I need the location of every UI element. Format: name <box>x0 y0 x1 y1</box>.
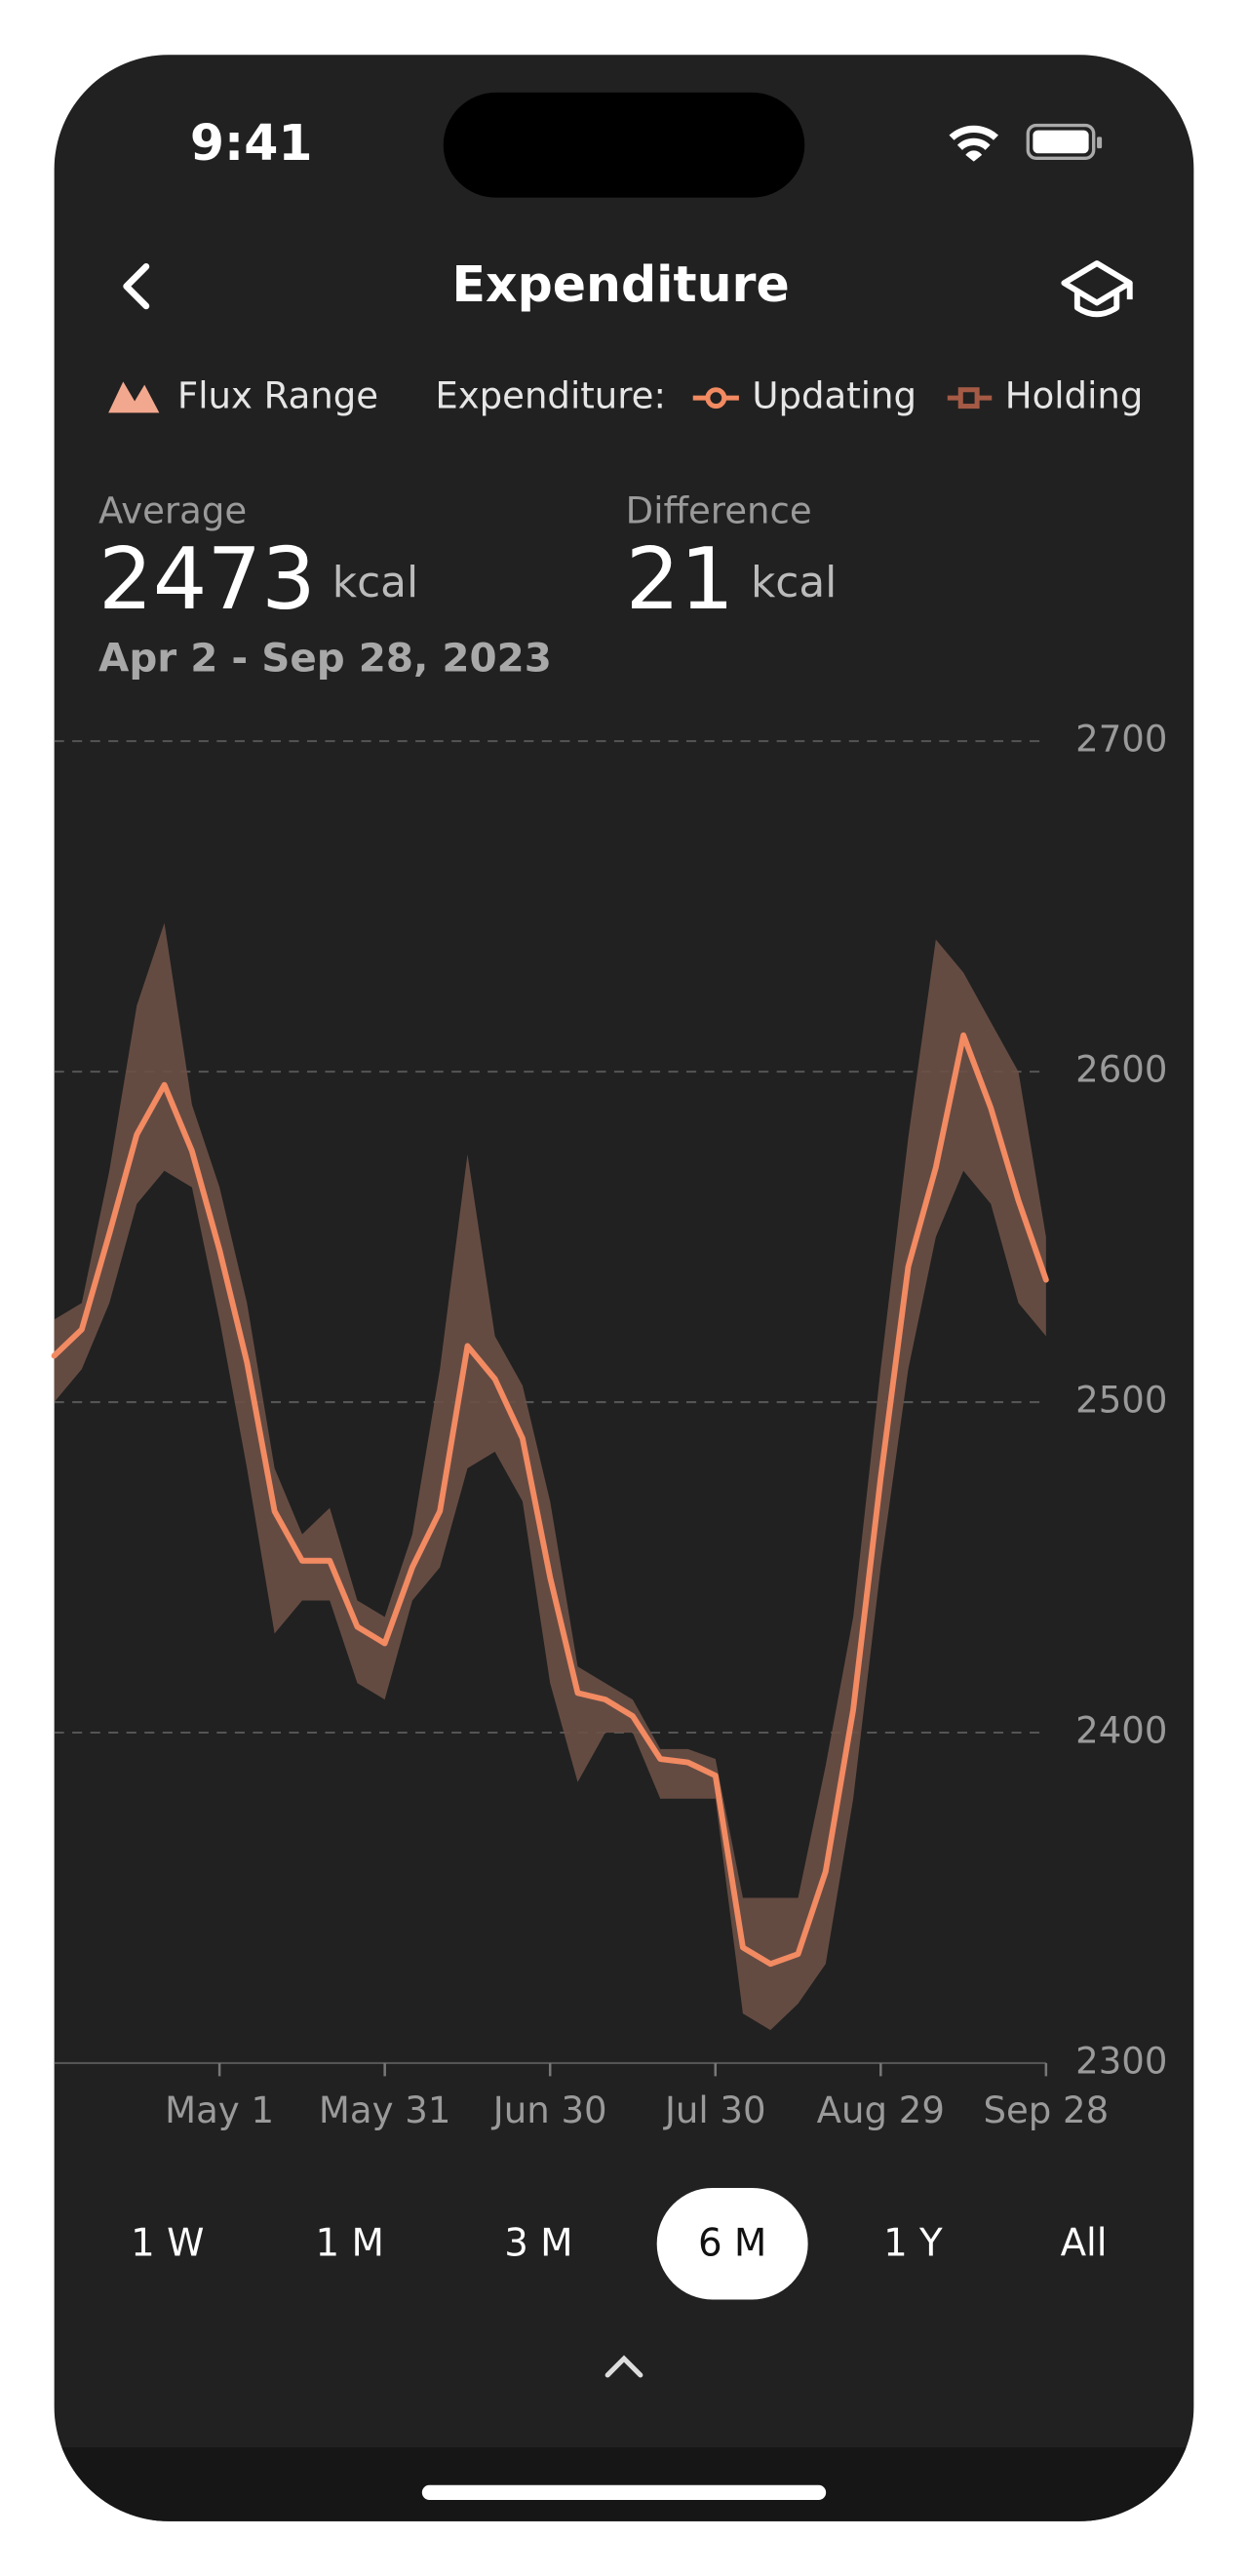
y-tick-label: 2600 <box>1075 1049 1167 1091</box>
chart: 2300 2400 2500 2600 2700 May 1 May 31 Jun 30 Jul… <box>51 719 1167 2131</box>
stat-label: Average <box>98 490 247 532</box>
phone-bg <box>54 55 1194 2521</box>
period-button[interactable]: All <box>1061 2221 1108 2265</box>
period-button[interactable]: 1 W <box>131 2221 204 2265</box>
stat-number: 2473 <box>98 529 316 629</box>
y-tick-label: 2500 <box>1075 1380 1167 1422</box>
legend-line-icon <box>705 387 727 410</box>
stat-label: Difference <box>626 490 812 532</box>
period-button[interactable]: 1 M <box>316 2221 384 2265</box>
x-tick-label: Aug 29 <box>817 2089 945 2131</box>
legend-title: Expenditure: <box>435 375 666 417</box>
date-range: Apr 2 - Sep 28, 2023 <box>98 635 552 682</box>
period-selector: 1 W 1 M 3 M 6 M 1 Y All <box>131 2187 1108 2300</box>
back-button[interactable] <box>123 263 150 310</box>
home-indicator <box>421 2484 827 2500</box>
expenditure-line <box>51 1032 1049 1968</box>
x-tick-label: Jun 30 <box>491 2089 607 2131</box>
wifi-icon <box>949 125 998 162</box>
legend-band-icon <box>108 381 160 413</box>
y-tick-label: 2300 <box>1075 2040 1167 2082</box>
phone <box>54 55 1194 2521</box>
legend-label: Updating <box>752 375 916 417</box>
legend-label: Flux Range <box>177 375 378 417</box>
dynamic-island <box>443 92 805 198</box>
y-tick-label: 2400 <box>1075 1710 1167 1752</box>
period-selected-bg <box>656 2187 808 2300</box>
stat-unit: kcal <box>332 558 418 607</box>
expand-button[interactable] <box>604 2355 644 2378</box>
stat-unit: kcal <box>751 558 837 607</box>
period-button[interactable]: 6 M <box>698 2221 766 2265</box>
stat-number: 21 <box>626 529 734 629</box>
bottom-bar <box>54 2447 1194 2521</box>
learn-button[interactable] <box>1061 260 1133 318</box>
screen-title: Expenditure <box>452 255 790 313</box>
battery-icon <box>1026 123 1103 160</box>
status-time: 9:41 <box>190 114 313 172</box>
stat-value: 2473 kcal <box>98 529 418 629</box>
legend: Flux Range Expenditure: Updating Holding <box>108 375 1143 417</box>
y-tick-label: 2700 <box>1075 719 1167 761</box>
stat-value: 21 kcal <box>626 529 838 629</box>
x-tick-label: May 31 <box>319 2089 451 2131</box>
period-button[interactable]: 3 M <box>504 2221 572 2265</box>
legend-holding-icon <box>957 387 980 410</box>
period-button[interactable]: 1 Y <box>883 2221 943 2265</box>
x-tick-label: May 1 <box>165 2089 274 2131</box>
x-tick-label: Sep 28 <box>983 2089 1109 2131</box>
legend-label: Holding <box>1005 375 1144 417</box>
x-tick-label: Jul 30 <box>663 2089 766 2131</box>
flux-band <box>54 922 1046 2031</box>
